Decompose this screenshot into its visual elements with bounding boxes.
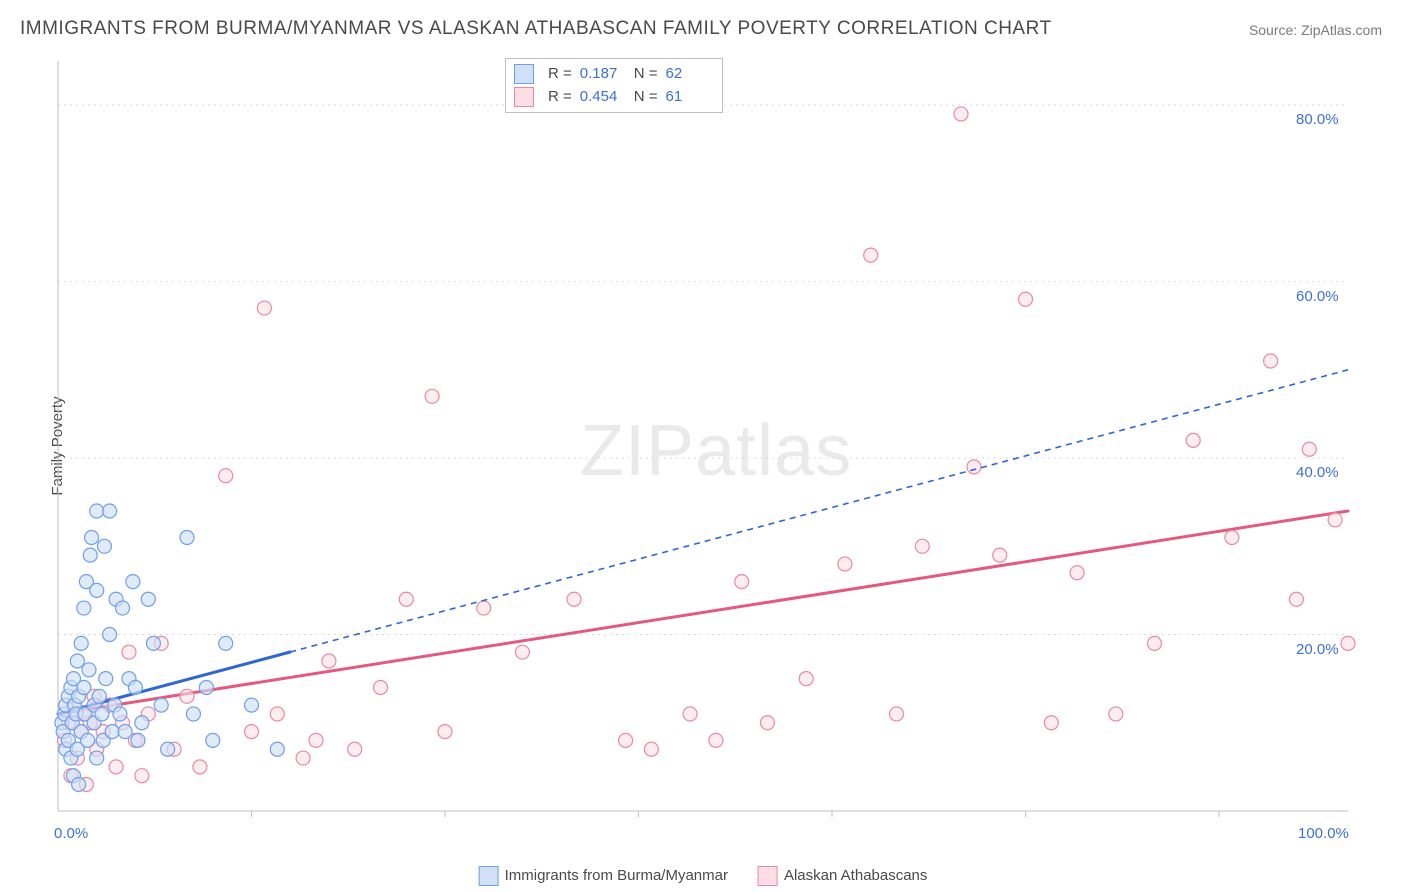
legend-swatch	[758, 866, 778, 886]
stat-R-value: 0.454	[580, 86, 626, 109]
legend-bottom: Immigrants from Burma/Myanmar Alaskan Ath…	[479, 866, 928, 886]
stat-N-value: 61	[666, 86, 712, 109]
x-tick-label: 100.0%	[1298, 825, 1349, 842]
source-attribution: Source: ZipAtlas.com	[1249, 22, 1382, 38]
x-tick-label: 0.0%	[54, 825, 88, 842]
legend-item: Alaskan Athabascans	[758, 866, 927, 886]
legend-swatch	[514, 64, 534, 84]
source-prefix: Source:	[1249, 22, 1301, 38]
y-tick-label: 80.0%	[1296, 111, 1339, 128]
stat-R-value: 0.187	[580, 63, 626, 86]
chart-plot-area: ZIPatlas R =0.187N =62R =0.454N =61 20.0…	[50, 55, 1380, 835]
correlation-stats-box: R = 0.187 N = 62 R = 0.454 N = 61	[505, 58, 723, 113]
legend-item: Immigrants from Burma/Myanmar	[479, 866, 728, 886]
legend-label: Immigrants from Burma/Myanmar	[505, 867, 728, 884]
legend-label: Alaskan Athabascans	[784, 867, 927, 884]
y-tick-label: 60.0%	[1296, 288, 1339, 305]
stat-R-label: R =	[548, 86, 572, 109]
legend-swatch	[479, 866, 499, 886]
stat-N-label: N =	[634, 86, 658, 109]
stats-row: R = 0.454 N = 61	[514, 86, 712, 109]
chart-svg	[50, 55, 1380, 835]
legend-swatch	[514, 87, 534, 107]
stat-N-label: N =	[634, 63, 658, 86]
y-tick-label: 40.0%	[1296, 464, 1339, 481]
chart-title: IMMIGRANTS FROM BURMA/MYANMAR VS ALASKAN…	[20, 18, 1052, 40]
y-tick-label: 20.0%	[1296, 641, 1339, 658]
source-name: ZipAtlas.com	[1301, 22, 1382, 38]
stat-R-label: R =	[548, 63, 572, 86]
stat-N-value: 62	[666, 63, 712, 86]
stats-row: R = 0.187 N = 62	[514, 63, 712, 86]
